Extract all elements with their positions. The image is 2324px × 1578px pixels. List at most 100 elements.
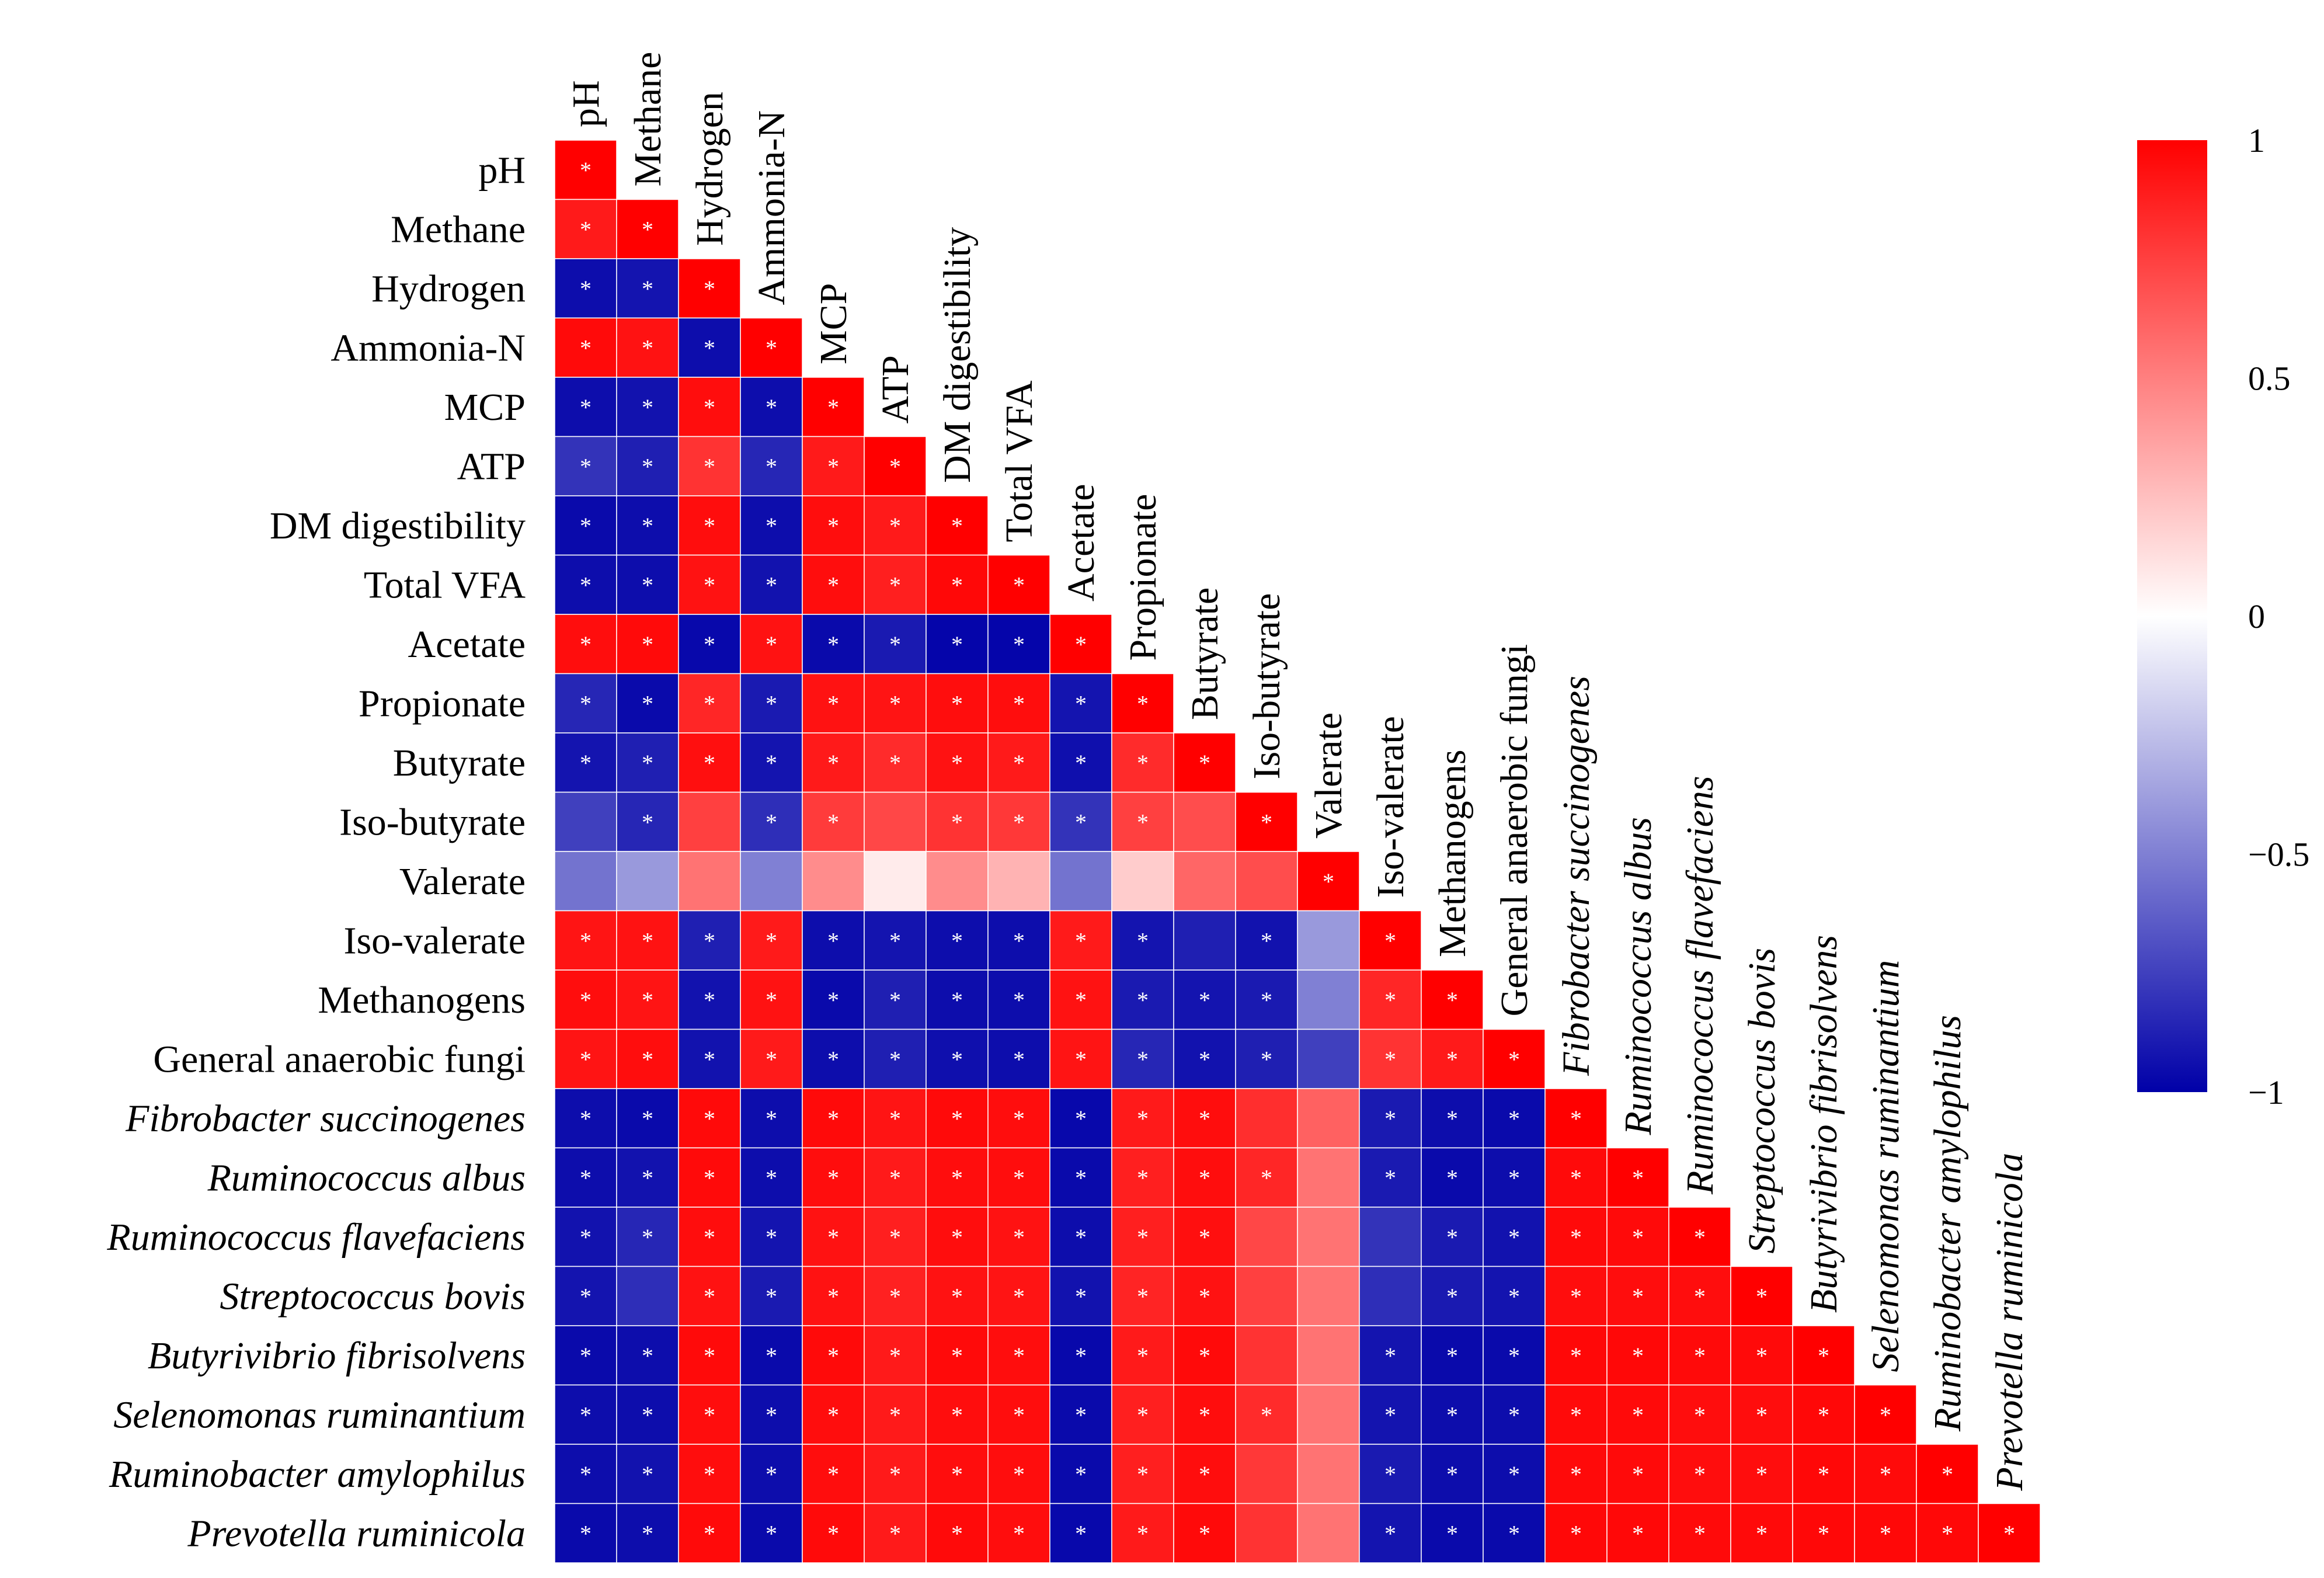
significance-star: * [951, 1402, 963, 1428]
significance-star: * [889, 750, 901, 776]
significance-star: * [766, 690, 777, 717]
heatmap-cell-iso-butyrate-propionate [1111, 791, 1174, 852]
heatmap-cell-general-anaerobic-fungi-general-anaerobic-fungi [1483, 1028, 1546, 1089]
heatmap-cell-fibrobacter-succinogenes-general-anaerobic-fungi [1483, 1088, 1546, 1149]
significance-star: * [1446, 1461, 1458, 1487]
significance-star: * [580, 987, 592, 1013]
heatmap-cell-ruminococcus-albus-valerate [1297, 1147, 1360, 1208]
significance-star: * [1694, 1343, 1706, 1369]
significance-star: * [889, 987, 901, 1013]
significance-star: * [889, 1165, 901, 1191]
significance-star: * [1013, 1520, 1025, 1546]
significance-star: * [704, 1461, 715, 1487]
significance-star: * [580, 1402, 592, 1428]
heatmap-cell-propionate-ammonia-n [740, 673, 803, 734]
heatmap-cell-selenomonas-ruminantium-ruminococcus-flavefaciens [1668, 1384, 1731, 1445]
significance-star: * [1199, 1046, 1210, 1072]
significance-star: * [1137, 1520, 1149, 1546]
heatmap-cell-ruminobacter-amylophilus-selenomonas-ruminantium [1854, 1444, 1917, 1504]
significance-star: * [951, 631, 963, 658]
significance-star: * [704, 750, 715, 776]
significance-star: * [827, 1106, 839, 1132]
significance-star: * [1942, 1461, 1953, 1487]
significance-star: * [1632, 1343, 1644, 1369]
heatmap-cell-valerate-ph [554, 851, 617, 912]
significance-star: * [889, 1224, 901, 1250]
significance-star: * [580, 1046, 592, 1072]
heatmap-cell-ruminococcus-flavefaciens-atp [864, 1207, 927, 1267]
significance-star: * [1013, 1343, 1025, 1369]
heatmap-cell-methanogens-dm-digestibility [926, 969, 989, 1030]
heatmap-cell-general-anaerobic-fungi-methanogens [1421, 1028, 1484, 1089]
significance-star: * [1199, 1402, 1210, 1428]
row-label-valerate: Valerate [399, 860, 526, 903]
heatmap-cell-butyrate-ammonia-n [740, 732, 803, 793]
row-label-hydrogen: Hydrogen [371, 267, 526, 310]
heatmap-cell-ammonia-n-methane [616, 317, 679, 378]
significance-star: * [1013, 631, 1025, 658]
heatmap-cell-atp-atp [864, 436, 927, 496]
heatmap-cell-general-anaerobic-fungi-valerate [1297, 1028, 1360, 1089]
column-label-butyrate: Butyrate [1184, 588, 1226, 720]
significance-star: * [1508, 1461, 1520, 1487]
heatmap-cell-ruminobacter-amylophilus-dm-digestibility [926, 1444, 989, 1504]
heatmap-cell-general-anaerobic-fungi-ammonia-n [740, 1028, 803, 1089]
heatmap-cell-streptococcus-bovis-methane [616, 1266, 679, 1326]
significance-star: * [1384, 1106, 1396, 1132]
significance-star: * [1632, 1283, 1644, 1309]
significance-star: * [1694, 1224, 1706, 1250]
significance-star: * [951, 572, 963, 598]
significance-star: * [704, 453, 715, 479]
heatmap-cell-ruminococcus-albus-propionate [1111, 1147, 1174, 1208]
significance-star: * [766, 1343, 777, 1369]
significance-star: * [889, 572, 901, 598]
significance-star: * [827, 1402, 839, 1428]
heatmap-cell-prevotella-ruminicola-ruminococcus-albus [1606, 1503, 1669, 1563]
row-label-methane: Methane [391, 208, 526, 251]
column-label-acetate: Acetate [1060, 484, 1102, 602]
heatmap-cell-atp-methane [616, 436, 679, 496]
significance-star: * [704, 1283, 715, 1309]
significance-star: * [1384, 1520, 1396, 1546]
heatmap-cell-acetate-dm-digestibility [926, 614, 989, 675]
significance-star: * [1075, 1283, 1087, 1309]
significance-star: * [1199, 1461, 1210, 1487]
heatmap-cell-streptococcus-bovis-mcp [802, 1266, 865, 1326]
significance-star: * [1261, 809, 1272, 835]
significance-star: * [1013, 927, 1025, 954]
heatmap-cell-acetate-acetate [1049, 614, 1112, 675]
significance-star: * [704, 394, 715, 420]
heatmap-cell-butyrivibrio-fibrisolvens-propionate [1111, 1325, 1174, 1386]
heatmap-cell-propionate-hydrogen [678, 673, 741, 734]
significance-star: * [642, 750, 653, 776]
column-label-ruminococcus-albus: Ruminococcus albus [1617, 817, 1659, 1135]
heatmap-cell-ruminococcus-albus-ammonia-n [740, 1147, 803, 1208]
heatmap-cell-butyrate-atp [864, 732, 927, 793]
significance-star: * [1880, 1461, 1891, 1487]
significance-star: * [1880, 1402, 1891, 1428]
heatmap-cell-prevotella-ruminicola-mcp [802, 1503, 865, 1563]
significance-star: * [642, 1106, 653, 1132]
heatmap-cell-general-anaerobic-fungi-ph [554, 1028, 617, 1089]
heatmap-cell-butyrivibrio-fibrisolvens-valerate [1297, 1325, 1360, 1386]
significance-star: * [1261, 1046, 1272, 1072]
significance-star: * [766, 1520, 777, 1546]
significance-star: * [1199, 750, 1210, 776]
significance-star: * [1508, 1402, 1520, 1428]
heatmap-cell-ruminobacter-amylophilus-hydrogen [678, 1444, 741, 1504]
significance-star: * [1508, 1046, 1520, 1072]
heatmap-cell-total-vfa-ph [554, 554, 617, 615]
significance-star: * [827, 987, 839, 1013]
significance-star: * [1137, 927, 1149, 954]
significance-star: * [1013, 1046, 1025, 1072]
column-label-propionate: Propionate [1122, 494, 1164, 661]
heatmap-cell-mcp-mcp [802, 377, 865, 437]
heatmap-cell-methanogens-propionate [1111, 969, 1174, 1030]
row-label-streptococcus-bovis: Streptococcus bovis [220, 1275, 526, 1318]
heatmap-cell-ruminococcus-albus-dm-digestibility [926, 1147, 989, 1208]
heatmap-cell-ruminobacter-amylophilus-propionate [1111, 1444, 1174, 1504]
significance-star: * [1632, 1165, 1644, 1191]
significance-star: * [1075, 750, 1087, 776]
heatmap-cell-general-anaerobic-fungi-total-vfa [987, 1028, 1050, 1089]
